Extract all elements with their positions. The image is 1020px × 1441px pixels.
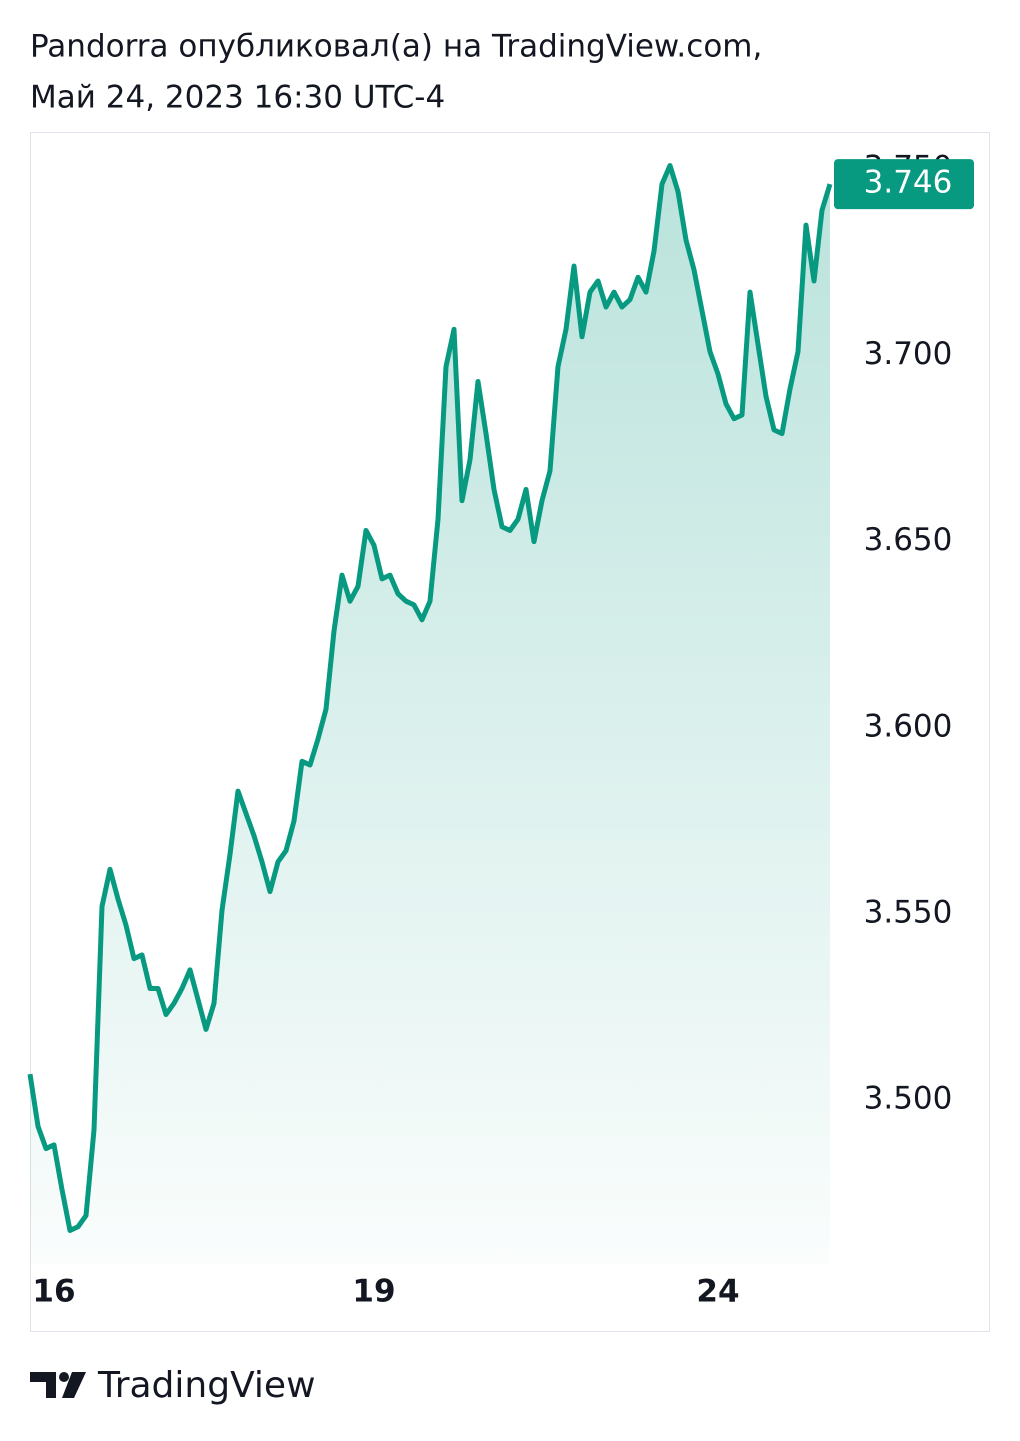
- x-tick-label: 16: [32, 1274, 75, 1310]
- logo-mark: [59, 1372, 69, 1382]
- price-line: [27, 163, 833, 1233]
- area-fill: [30, 165, 830, 1264]
- y-tick-label: 3.700: [864, 336, 953, 372]
- logo: [30, 1372, 86, 1398]
- logo-mark: [30, 1372, 56, 1398]
- y-tick-label: 3.650: [864, 522, 953, 558]
- logo-mark: [62, 1372, 86, 1398]
- y-tick-label: 3.500: [864, 1081, 953, 1117]
- plot: 3.5003.5503.6003.6503.7003.7501619243.74…: [27, 150, 974, 1310]
- brand: TradingView: [97, 1365, 316, 1406]
- y-tick-label: 3.550: [864, 894, 953, 930]
- header-line: Pandorra опубликовал(а) на TradingView.c…: [30, 29, 762, 65]
- last-price-label: 3.746: [864, 165, 953, 201]
- last-price-badge: [834, 159, 974, 210]
- x-tick-label: 19: [352, 1274, 395, 1310]
- y-tick-label: 3.600: [864, 708, 953, 744]
- x-tick-label: 24: [696, 1274, 739, 1310]
- chart-frame: [30, 132, 990, 1332]
- header-line: Май 24, 2023 16:30 UTC-4: [30, 80, 445, 116]
